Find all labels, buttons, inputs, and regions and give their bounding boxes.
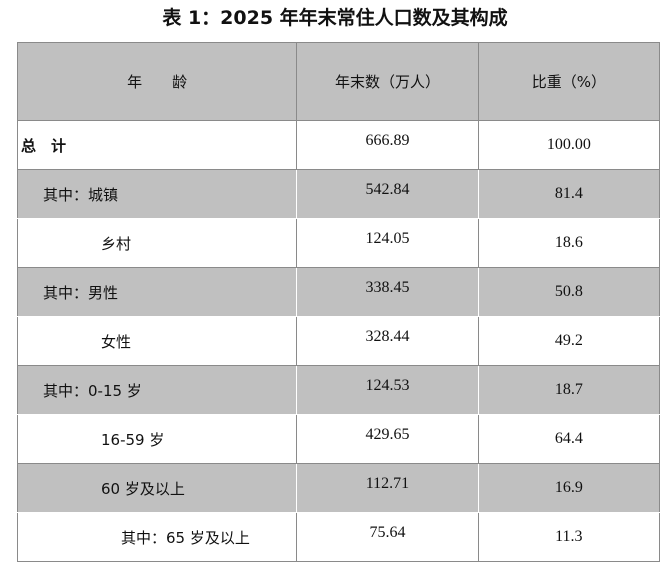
population-table: 年 龄 年末数（万人） 比重（%） 总 计 666.89 100.00 其中：城镇 54…	[16, 42, 661, 562]
value-text: 16.9	[554, 479, 583, 496]
table-row: 其中：0-15 岁 124.53 18.7	[16, 365, 661, 415]
table-row: 其中：65 岁及以上 75.64 11.3	[16, 512, 661, 562]
value-text: 64.4	[554, 430, 583, 447]
row-label: 其中：男性	[16, 267, 298, 317]
table-row: 16-59 岁 429.65 64.4	[16, 414, 661, 464]
cell-value: 112.71	[296, 463, 479, 513]
value-text: 50.8	[554, 283, 583, 300]
row-label: 乡村	[16, 218, 298, 268]
cell-value: 49.2	[477, 316, 661, 366]
row-label: 总 计	[16, 120, 298, 170]
cell-value: 666.89	[296, 120, 479, 170]
table-body: 总 计 666.89 100.00 其中：城镇 542.84 81.4 乡村 124.05 18…	[16, 120, 661, 562]
cell-value: 75.64	[296, 512, 479, 562]
table-row: 60 岁及以上 112.71 16.9	[16, 463, 661, 513]
value-text: 75.64	[369, 524, 406, 541]
cell-value: 18.7	[477, 365, 661, 415]
value-text: 328.44	[365, 328, 410, 345]
table-row: 其中：城镇 542.84 81.4	[16, 169, 661, 219]
table-row: 女性 328.44 49.2	[16, 316, 661, 366]
row-label: 60 岁及以上	[16, 463, 298, 513]
header-row: 年 龄 年末数（万人） 比重（%）	[16, 42, 661, 121]
value-text: 81.4	[554, 185, 583, 202]
value-text: 124.05	[365, 230, 410, 247]
value-text: 542.84	[365, 181, 410, 198]
header-cell: 年末数（万人）	[296, 42, 479, 121]
cell-value: 100.00	[477, 120, 661, 170]
header-cell: 年 龄	[16, 42, 298, 121]
cell-value: 429.65	[296, 414, 479, 464]
value-text: 18.6	[554, 234, 583, 251]
row-label: 其中：65 岁及以上	[16, 512, 298, 562]
cell-value: 328.44	[296, 316, 479, 366]
table-row: 总 计 666.89 100.00	[16, 120, 661, 170]
value-text: 112.71	[365, 475, 410, 492]
value-text: 11.3	[555, 528, 583, 545]
value-text: 124.53	[365, 377, 410, 394]
row-label: 女性	[16, 316, 298, 366]
table-row: 乡村 124.05 18.6	[16, 218, 661, 268]
cell-value: 542.84	[296, 169, 479, 219]
header-cell: 比重（%）	[477, 42, 661, 121]
cell-value: 18.6	[477, 218, 661, 268]
cell-value: 64.4	[477, 414, 661, 464]
value-text: 100.00	[546, 136, 591, 153]
value-text: 49.2	[554, 332, 583, 349]
table-title: 表 1：2025 年年末常住人口数及其构成	[162, 7, 508, 29]
row-label: 其中：0-15 岁	[16, 365, 298, 415]
value-text: 666.89	[365, 132, 410, 149]
cell-value: 16.9	[477, 463, 661, 513]
cell-value: 124.53	[296, 365, 479, 415]
cell-value: 338.45	[296, 267, 479, 317]
cell-value: 81.4	[477, 169, 661, 219]
row-label: 16-59 岁	[16, 414, 298, 464]
row-label: 其中：城镇	[16, 169, 298, 219]
table-row: 其中：男性 338.45 50.8	[16, 267, 661, 317]
cell-value: 11.3	[477, 512, 661, 562]
value-text: 338.45	[365, 279, 410, 296]
cell-value: 50.8	[477, 267, 661, 317]
cell-value: 124.05	[296, 218, 479, 268]
value-text: 429.65	[365, 426, 410, 443]
value-text: 18.7	[554, 381, 583, 398]
